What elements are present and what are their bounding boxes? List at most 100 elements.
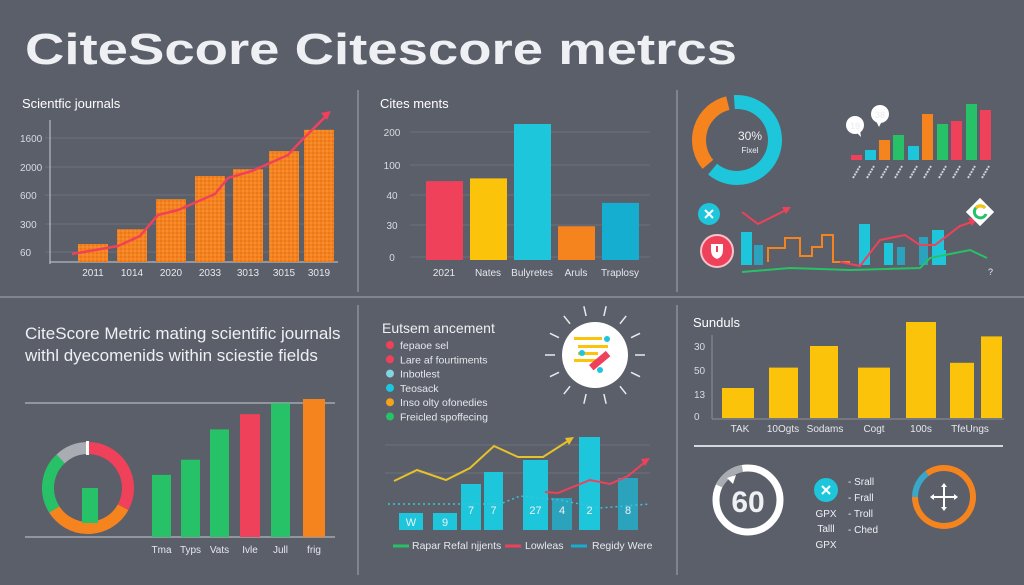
legend-dot	[386, 412, 394, 421]
x-tick-label: Typs	[180, 545, 201, 556]
alert-shield-icon	[700, 234, 734, 268]
bar	[181, 459, 200, 537]
line-series	[839, 221, 973, 268]
bar	[304, 129, 334, 262]
rotated-tick-label	[909, 165, 918, 179]
chart6-bars: 0 13 50 30 TAK 10Ogts Sodams Cogt 100s TfeUngs	[694, 322, 1004, 435]
ray	[549, 332, 560, 339]
close-icon[interactable]	[698, 203, 720, 225]
y-tick-label: 30	[386, 221, 398, 232]
bar	[602, 202, 639, 260]
bar-label: 7	[468, 505, 474, 517]
move-icon[interactable]	[930, 483, 958, 511]
bar	[618, 478, 638, 530]
chart1-title: Scientfic journals	[22, 96, 121, 111]
trend-line	[71, 115, 327, 256]
line-series	[741, 248, 988, 273]
y-tick-label: 40	[386, 191, 398, 202]
donut-segment	[49, 504, 129, 534]
bar	[858, 367, 890, 418]
bar	[980, 110, 991, 160]
bar-label: W	[406, 517, 417, 529]
donut-segment	[912, 471, 929, 498]
bar	[514, 124, 551, 260]
bar	[152, 474, 171, 537]
cancel-icon[interactable]	[814, 478, 838, 502]
bar-label: 8	[625, 505, 631, 517]
rotated-tick-label	[938, 165, 947, 179]
chart6-title: Sunduls	[693, 315, 740, 330]
x-tick-label: TAK	[731, 424, 750, 435]
code-label: GPX	[815, 509, 836, 520]
bar-label: 7	[490, 505, 496, 517]
bar	[966, 104, 977, 160]
callout-19: 19	[846, 116, 864, 137]
ray	[630, 332, 641, 339]
x-tick-label: 10Ogts	[767, 424, 799, 435]
bar	[951, 121, 962, 160]
line-series	[393, 440, 569, 482]
y-tick-label: 2000	[20, 163, 43, 174]
list-item: - Ched	[848, 525, 878, 536]
page-title: CiteScore Citescore metrcs	[25, 25, 737, 74]
x-tick-label: 2011	[82, 268, 104, 279]
y-tick-label: 0	[694, 412, 700, 423]
legend-label: Inbotlest	[400, 369, 440, 381]
bar	[906, 322, 936, 418]
legend-label: Teosack	[400, 383, 439, 395]
callout-label: 38	[875, 110, 885, 120]
bar	[950, 362, 974, 418]
bar	[938, 250, 946, 265]
code-label: GPX	[815, 540, 836, 551]
y-tick-label: 600	[20, 191, 37, 202]
donut-segment	[708, 95, 782, 185]
x-tick-label: 2020	[160, 268, 183, 279]
arrow-icon	[565, 437, 574, 445]
bar	[884, 243, 893, 265]
x-tick-label: Cogt	[863, 424, 884, 435]
callout-38: 38	[871, 105, 889, 127]
inner-bar	[82, 488, 98, 523]
x-tick-label: 3013	[237, 268, 260, 279]
ray	[549, 371, 560, 378]
list-item: - Frall	[848, 493, 874, 504]
bar	[579, 437, 600, 530]
bar	[240, 414, 260, 537]
x-tick-label: 2021	[433, 268, 456, 279]
legend-dot	[386, 383, 394, 392]
x-tick-label: Aruls	[565, 268, 588, 279]
bar	[893, 135, 904, 160]
rotated-tick-label	[981, 165, 990, 179]
legend-dot	[386, 398, 394, 407]
line-series	[741, 209, 787, 226]
bar	[269, 151, 299, 262]
description-line-1: CiteScore Metric mating scientific journ…	[25, 324, 341, 343]
bar	[484, 472, 503, 530]
donut-segment	[912, 465, 976, 529]
chart2-cites: 0 30 40 100 200 2021 Nates Bulyretes Aruls Traplo…	[384, 124, 650, 279]
bar-label: 2	[586, 505, 592, 517]
donut-value: 30%	[738, 129, 762, 143]
donut-segment	[56, 442, 89, 464]
rotated-tick-label	[894, 165, 903, 179]
legend-label: Rapar Refal njjents	[412, 540, 501, 552]
bar	[722, 388, 754, 418]
donut-segment	[87, 442, 134, 511]
x-tick-label: Sodams	[807, 424, 844, 435]
bar-label: 9	[442, 517, 448, 529]
y-tick-label: 60	[20, 248, 32, 259]
donut-segment	[42, 454, 65, 513]
bar-label: 4	[559, 505, 565, 517]
bar	[461, 484, 481, 530]
rotated-tick-label	[866, 165, 875, 179]
x-tick-label: frig	[307, 545, 321, 556]
chart5-combo: W 9 7 7 27 4 2 8 Rapar Refal njjents Lowleas Regid…	[385, 437, 653, 552]
checklist-icon	[545, 306, 645, 404]
legend-label: fepaoe sel	[400, 340, 448, 352]
bar	[981, 336, 1002, 418]
bar	[233, 169, 263, 262]
x-tick-label: Bulyretes	[511, 268, 553, 279]
refresh-arrow-icon	[727, 475, 736, 484]
list-item: - Srall	[848, 477, 874, 488]
